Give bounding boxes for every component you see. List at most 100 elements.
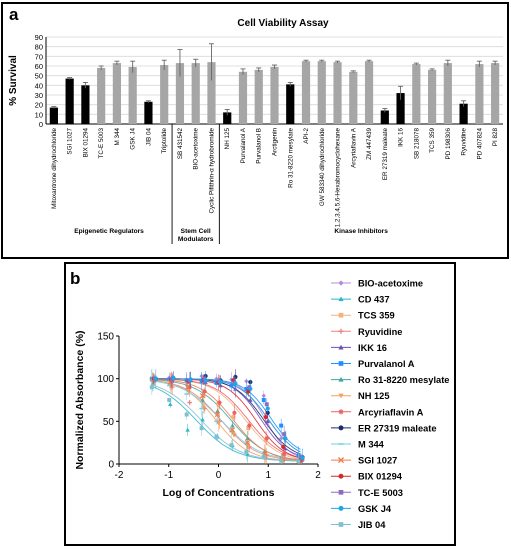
legend-label: Arcyriaflavin A (358, 407, 424, 417)
fit-curves (153, 378, 301, 462)
bar (286, 84, 295, 124)
marker (203, 378, 208, 383)
x-tick-label: BIX 01294 (82, 128, 89, 158)
fit-curve (153, 380, 301, 461)
marker (246, 426, 251, 431)
marker (265, 419, 270, 424)
marker (338, 409, 344, 415)
data-points (149, 369, 305, 465)
y-tick-label: 40 (35, 81, 43, 90)
marker (218, 379, 223, 385)
marker (265, 410, 270, 415)
marker (261, 398, 266, 402)
legend-label: Ro 31-8220 mesylate (358, 375, 449, 385)
bar (459, 103, 468, 124)
bar (49, 107, 58, 124)
x-tick-label: PI 828 (492, 128, 499, 147)
x-tick-label: 1,2,3,4,5,6-Hexabromocyclohexane (335, 128, 342, 228)
y-tick-label: 90 (35, 33, 43, 42)
marker (167, 398, 172, 402)
x-tick-label: 2 (315, 470, 321, 481)
x-tick-label: SB 218078 (413, 128, 420, 160)
x-tick-label: SGI 1027 (67, 128, 74, 155)
bar (191, 63, 200, 124)
category-groups: Epigenetic Regulators Stem CellModulators… (74, 124, 388, 244)
legend-label: Ryuvidine (358, 327, 402, 337)
marker (199, 393, 206, 399)
y-tick-label: 20 (35, 101, 43, 110)
legend-label: CD 437 (358, 295, 390, 305)
x-tick-label: -1 (164, 470, 173, 481)
y-tick-label: 60 (35, 62, 43, 71)
y-tick-label: 50 (103, 417, 115, 428)
fit-curve (153, 378, 301, 459)
bar (128, 66, 137, 124)
x-tick-label: BIO-acetoxime (193, 128, 200, 170)
y-tick-label: 50 (35, 72, 43, 81)
legend-label: Purvalanol A (358, 359, 415, 369)
legend-label: M 344 (358, 440, 385, 450)
marker (338, 344, 344, 350)
x-tick-label: PD 407824 (476, 128, 483, 160)
x-tick-label: Ro 31-8220 mesylate (287, 128, 294, 188)
marker (282, 432, 287, 437)
marker (338, 473, 344, 479)
x-tick-label: API-2 (303, 128, 310, 144)
bar (160, 65, 169, 124)
x-tick-label: Arcyriaflavin A (350, 127, 357, 168)
marker (184, 378, 189, 383)
legend-label: GSK J4 (358, 504, 392, 514)
group-label: Modulators (178, 236, 214, 243)
x-tick-labels: Mitoxantrone dihydrochloride SGI 1027 BIX … (51, 127, 499, 227)
fit-curve (153, 378, 301, 461)
y-tick-label: 150 (97, 332, 114, 343)
marker (263, 414, 268, 420)
x-tick-label: ER 27319 maleate (382, 128, 389, 181)
marker (338, 361, 344, 366)
panel-label: b (70, 269, 80, 288)
bar (301, 61, 311, 124)
marker (214, 380, 219, 385)
x-tick-label: 1 (265, 470, 271, 481)
fit-curve (153, 378, 301, 459)
x-tick-label: ZM 447439 (366, 128, 373, 160)
marker (281, 444, 286, 450)
bar (112, 63, 122, 124)
x-tick-label: Triptolide (161, 128, 168, 154)
marker (278, 436, 284, 441)
bar (144, 101, 153, 124)
y-axis-label: Normalized Absorbance (%) (74, 330, 86, 469)
marker (202, 389, 207, 394)
bar (412, 64, 421, 124)
bar (491, 63, 500, 124)
x-tick-label: NH 125 (224, 128, 231, 150)
marker (168, 402, 173, 407)
marker (229, 443, 234, 448)
dose-response-svg: b Normalized Absorbance (%) Log of Conce… (70, 269, 449, 530)
marker (201, 393, 206, 398)
bar (317, 61, 326, 124)
bar (443, 63, 452, 124)
marker (233, 381, 238, 386)
x-tick-label: JIB 04 (145, 128, 152, 146)
legend-label: TCS 359 (358, 311, 395, 321)
bar (238, 71, 248, 124)
legend-label: IKK 16 (358, 343, 387, 353)
marker (247, 423, 252, 428)
marker (283, 436, 288, 441)
marker (338, 296, 344, 302)
chart-title: Cell Viability Assay (237, 18, 329, 29)
marker (171, 375, 176, 380)
bar (223, 112, 232, 124)
panel-b-dose-response-chart: b Normalized Absorbance (%) Log of Conce… (64, 262, 456, 546)
marker (188, 377, 193, 382)
x-tick-label: Cyclic Pifithrin-α hydrobromide (208, 128, 215, 214)
marker (153, 376, 158, 381)
y-tick-label: 10 (35, 110, 43, 119)
axes (116, 335, 319, 467)
x-tick-label: Mitoxantrone dihydrochloride (51, 128, 58, 209)
x-tick-label: Purvalanol B (256, 128, 263, 164)
marker (184, 384, 191, 390)
x-axis-label: Log of Concentrations (163, 487, 275, 499)
